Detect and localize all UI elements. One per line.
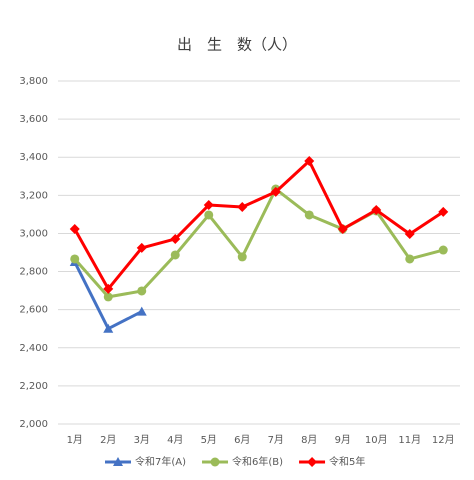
- x-tick-label: 10月: [365, 434, 388, 446]
- x-tick-label: 11月: [398, 434, 421, 446]
- x-tick-label: 5月: [201, 434, 217, 446]
- series-line: [73, 159, 445, 291]
- marker: [337, 224, 348, 235]
- y-tick-label: 2,200: [19, 381, 48, 392]
- marker: [405, 254, 415, 264]
- y-tick-label: 2,800: [19, 267, 48, 278]
- y-tick-label: 3,800: [19, 76, 48, 87]
- y-tick-label: 2,600: [19, 305, 48, 316]
- x-tick-label: 9月: [335, 434, 351, 446]
- legend-label: 令和6年(B): [232, 455, 283, 468]
- marker: [237, 201, 248, 212]
- chart-title: 出 生 数（人）: [177, 36, 297, 54]
- x-tick-label: 4月: [167, 434, 183, 446]
- series-line: [73, 187, 444, 299]
- marker: [204, 210, 214, 220]
- x-tick-label: 3月: [134, 434, 150, 446]
- x-tick-label: 12月: [432, 434, 455, 446]
- marker: [371, 205, 382, 216]
- marker: [136, 242, 147, 253]
- marker: [103, 292, 113, 302]
- x-tick-label: 2月: [100, 434, 116, 446]
- marker: [103, 283, 114, 294]
- x-tick-label: 1月: [67, 434, 83, 446]
- marker: [136, 306, 147, 316]
- y-tick-label: 3,400: [19, 152, 48, 163]
- marker: [113, 457, 123, 466]
- marker: [69, 224, 80, 235]
- marker: [304, 156, 315, 167]
- x-tick-label: 8月: [301, 434, 317, 446]
- marker: [137, 286, 147, 296]
- marker: [103, 323, 114, 333]
- marker: [270, 186, 281, 197]
- y-tick-label: 3,600: [19, 114, 48, 125]
- marker: [210, 457, 220, 467]
- marker: [203, 200, 214, 211]
- marker: [438, 206, 449, 217]
- y-tick-label: 3,000: [19, 228, 48, 239]
- y-tick-label: 3,200: [19, 190, 48, 201]
- legend-label: 令和5年: [329, 455, 365, 468]
- marker: [438, 245, 448, 255]
- legend-label: 令和7年(A): [135, 455, 186, 468]
- marker: [237, 252, 247, 262]
- marker: [307, 457, 318, 467]
- marker: [70, 254, 80, 264]
- x-tick-label: 7月: [268, 434, 284, 446]
- marker: [404, 229, 415, 240]
- y-tick-label: 2,400: [19, 343, 48, 354]
- marker: [170, 233, 181, 244]
- marker: [170, 250, 180, 260]
- y-tick-label: 2,000: [19, 419, 48, 430]
- marker: [304, 210, 314, 220]
- x-tick-label: 6月: [234, 434, 250, 446]
